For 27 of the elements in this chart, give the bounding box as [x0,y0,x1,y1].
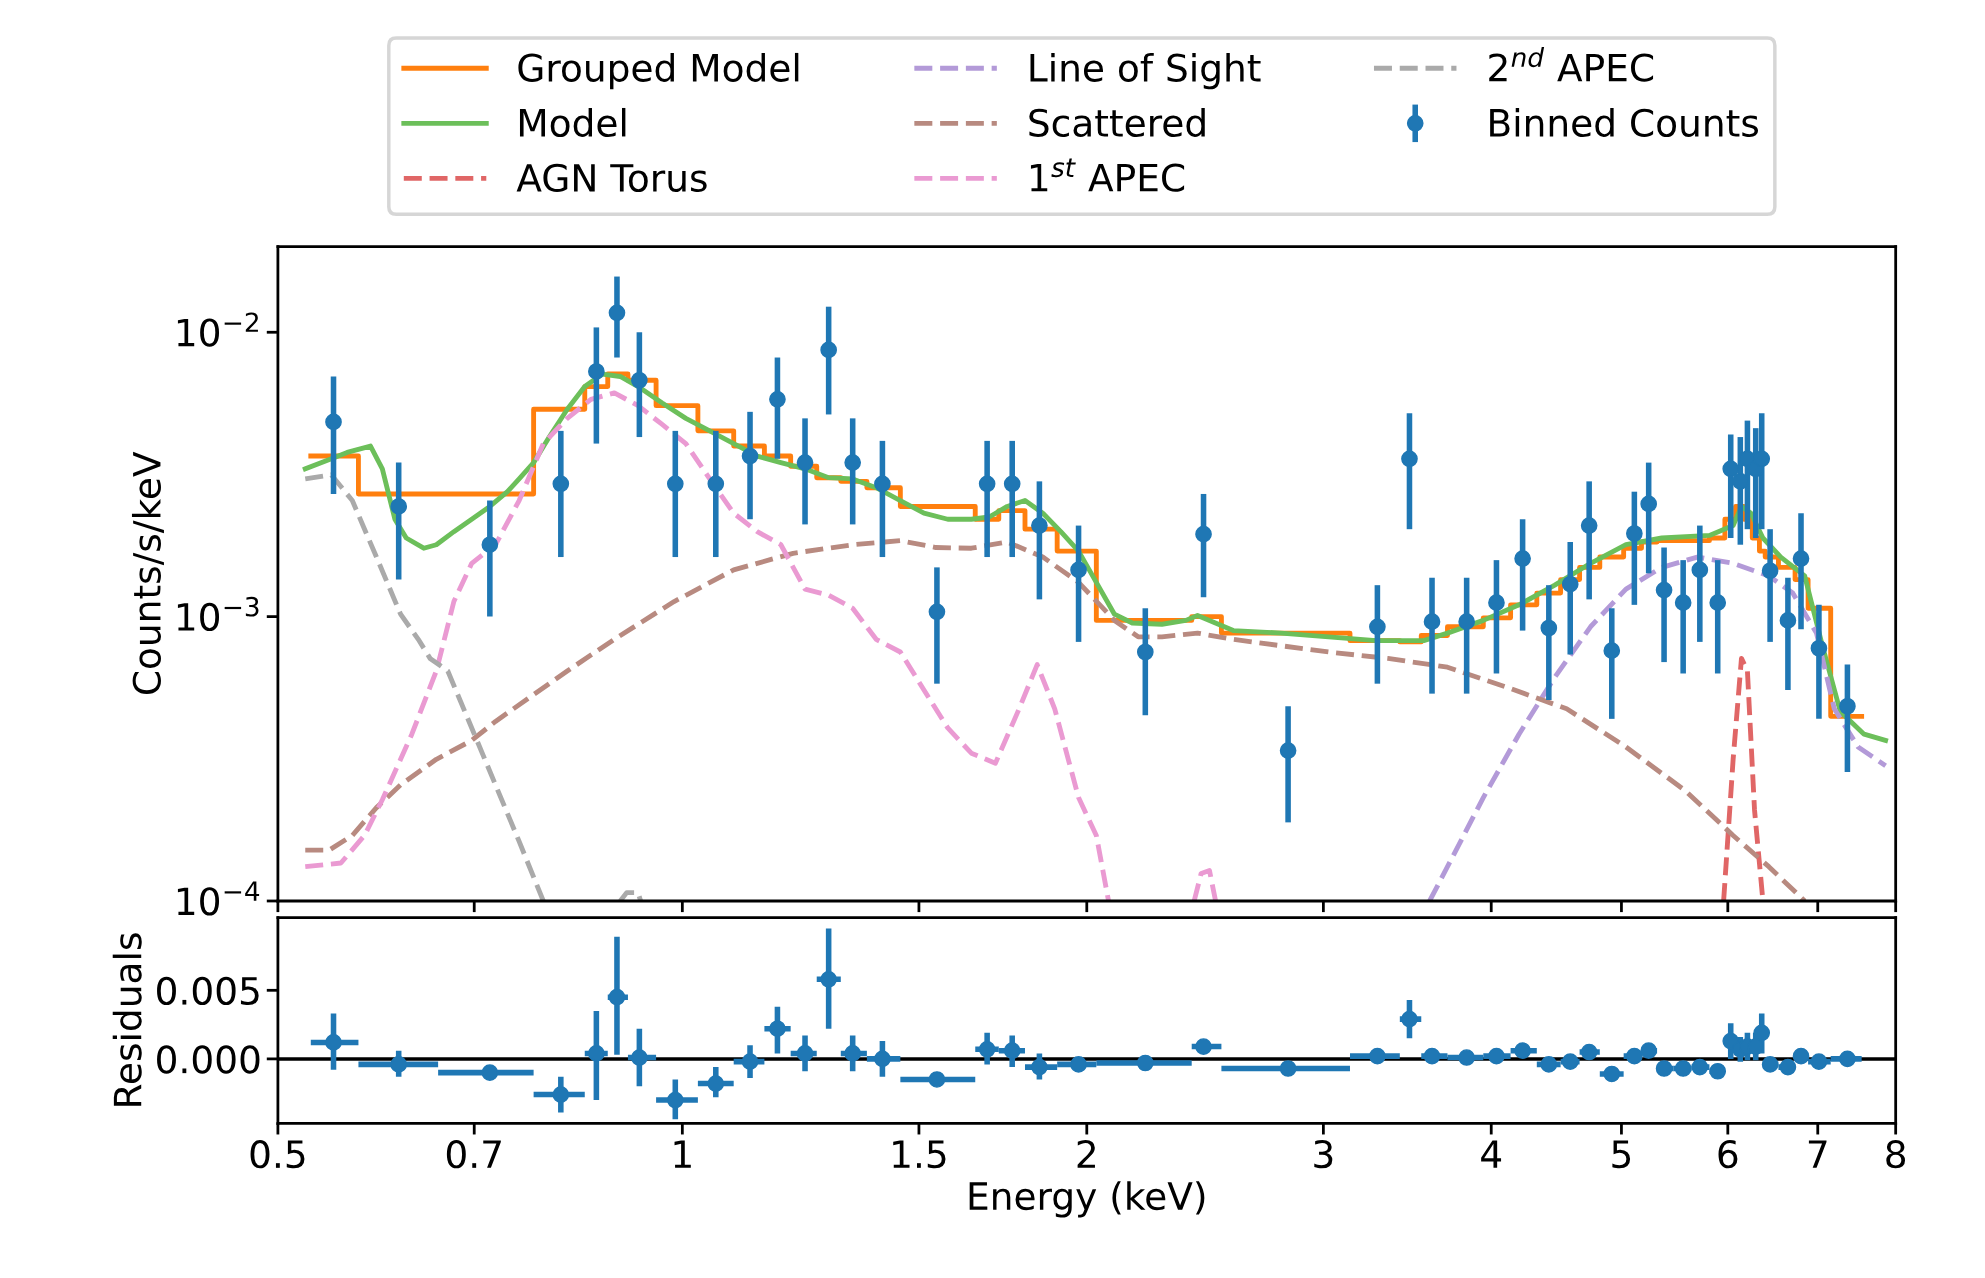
legend-label: AGN Torus [516,163,707,193]
legend-label: Scattered [1029,107,1205,137]
y-tick-label: 0.005 [157,976,259,1006]
x-axis-title: Energy (keV) [969,1181,1205,1218]
y-axis-title: Counts/s/keV [131,451,164,695]
y-tick-label: 10$^{−4}$ [177,881,260,916]
legend-label: Grouped Model [518,52,799,90]
x-tick-label: 4 [1481,1140,1502,1168]
x-tick-label: 7 [1808,1140,1827,1168]
x-tick-label: 1 [674,1140,691,1168]
x-tick-label: 8 [1886,1140,1906,1169]
legend-label: 2$^{nd}$ APEC [1489,46,1654,82]
legend-label: Line of Sight [1030,52,1261,90]
y-tick-label: 10$^{−2}$ [177,312,258,347]
x-tick-label: 0.7 [446,1140,501,1169]
legend-label: Binned Counts [1490,107,1759,137]
x-tick-label: 6 [1718,1140,1738,1169]
x-tick-label: 2 [1077,1140,1095,1168]
y-tick-label: 10$^{−3}$ [177,596,259,632]
x-tick-label: 3 [1314,1140,1333,1169]
legend-label: Model [519,107,626,137]
y-axis-title: Residuals [112,933,142,1106]
legend-label: 1$^{st}$ APEC [1030,158,1185,192]
x-tick-label: 0.5 [250,1140,305,1169]
x-tick-label: 5 [1612,1140,1631,1169]
x-tick-label: 1.5 [893,1140,946,1169]
y-tick-label: 0.000 [157,1045,260,1074]
